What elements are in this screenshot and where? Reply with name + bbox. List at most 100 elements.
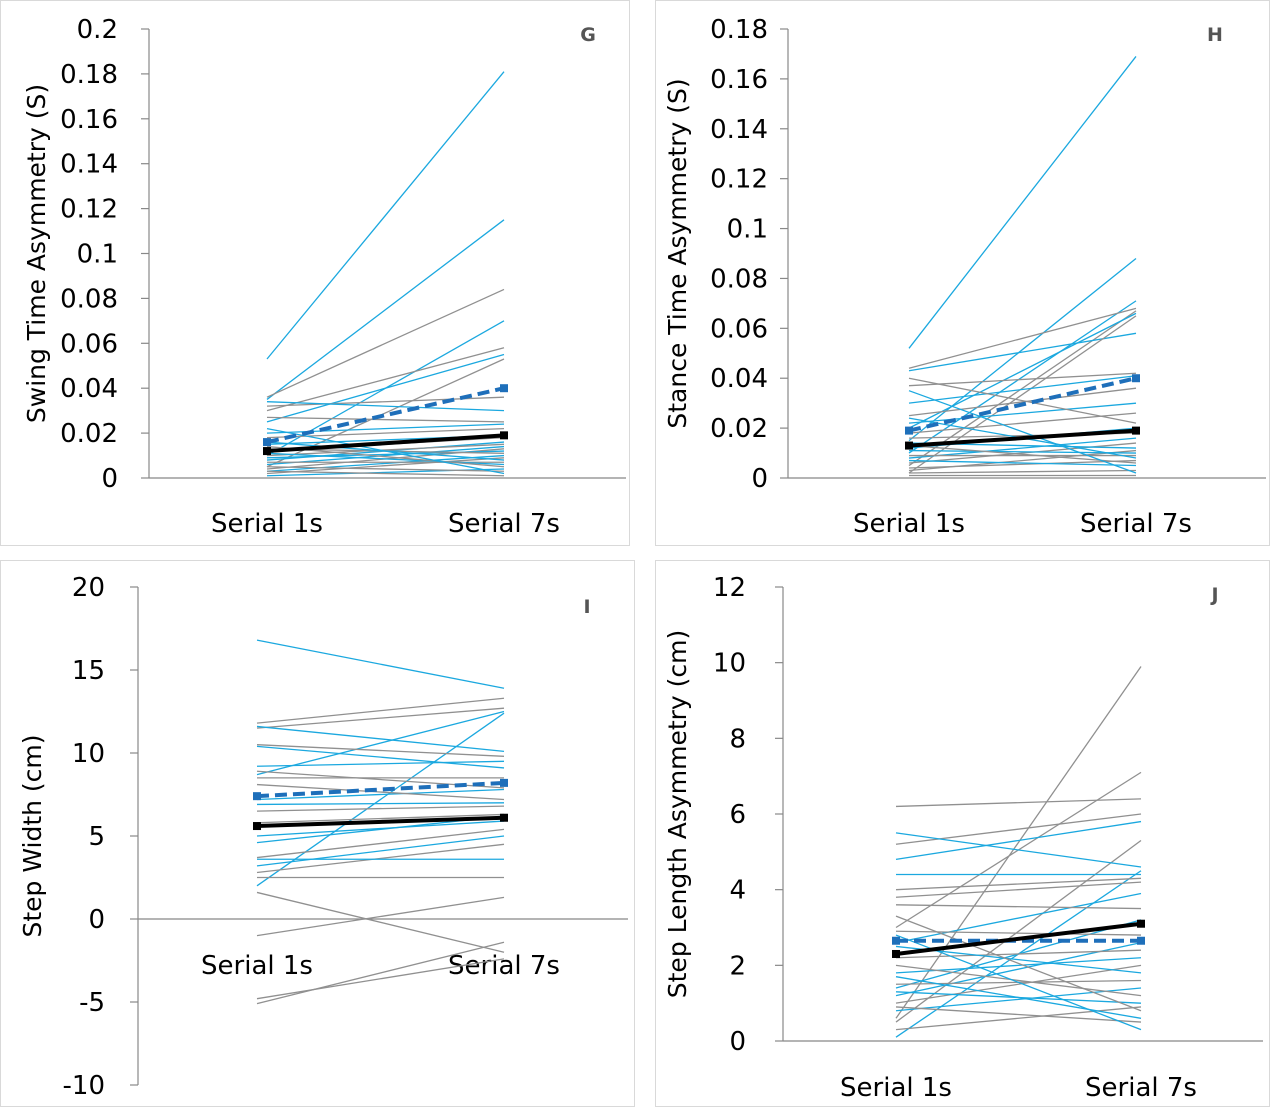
subject-series-line	[895, 1006, 1142, 1031]
subject-series-line	[256, 639, 505, 689]
y-tick-label: 10	[72, 739, 105, 769]
y-tick-label: 5	[88, 822, 105, 852]
mean-dashed-marker	[892, 936, 900, 945]
mean-dashed-marker	[253, 792, 261, 801]
subject-series-line	[908, 300, 1137, 454]
subject-series-line	[908, 56, 1137, 349]
y-tick-label: 0.08	[710, 264, 768, 294]
subject-series-line	[908, 390, 1137, 474]
y-tick-label: 0	[729, 1027, 746, 1057]
y-tick-label: 0.04	[60, 374, 118, 404]
mean-solid-marker	[253, 822, 261, 831]
subject-series-line	[256, 828, 505, 859]
subject-series-line	[895, 820, 1142, 861]
subject-series-line	[266, 347, 505, 412]
subject-series-line	[908, 307, 1137, 369]
subject-series-line	[908, 387, 1137, 417]
panel-letter: G	[580, 24, 596, 46]
y-tick-label: 0	[751, 464, 768, 494]
y-tick-label: 0.2	[77, 15, 118, 45]
subject-series-line	[266, 470, 505, 477]
chart-panel-g: 0 0.02 0.04 0.06 0.08 0.1 0.12 0.14 0.16 0.18 0.2 S…	[0, 0, 630, 546]
mean-dashed-marker	[1137, 936, 1145, 945]
y-tick-label: 20	[72, 573, 105, 603]
y-tick-label: 0.18	[60, 60, 118, 90]
chart-panel-h: 0 0.02 0.04 0.06 0.08 0.1 0.12 0.14 0.16 0.18 Seri…	[655, 0, 1270, 546]
subject-series-line	[256, 788, 505, 801]
subject-series-line	[908, 437, 1137, 459]
subject-series-line	[256, 745, 505, 769]
y-tick-label: 0.1	[77, 240, 118, 270]
subject-series-line	[908, 449, 1137, 454]
chart-panel-i: -10 -5 0 5 10 15 20 Serial 1s Serial 7s Step Widt…	[0, 560, 635, 1107]
y-tick-label: 0.08	[60, 284, 118, 314]
subject-series-line	[895, 798, 1142, 808]
mean-dashed-marker	[500, 778, 508, 787]
subject-series-line	[908, 459, 1137, 469]
subject-series-line	[895, 904, 1142, 910]
x-category-label: Serial 1s	[840, 1073, 952, 1103]
mean-dashed-marker	[500, 384, 508, 393]
y-tick-label: 0.14	[60, 150, 118, 180]
x-category-label: Serial 1s	[201, 951, 313, 981]
subject-series-line	[266, 445, 505, 466]
x-category-label: Serial 1s	[211, 509, 323, 539]
subject-series-line	[256, 843, 505, 874]
y-tick-label: 0.02	[60, 419, 118, 449]
mean-solid-marker	[905, 441, 913, 450]
panel-letter: H	[1207, 24, 1223, 46]
y-tick-label: 0.16	[710, 65, 768, 95]
subject-series-line	[256, 802, 505, 806]
y-tick-label: 0.02	[710, 414, 768, 444]
subject-series-line	[895, 915, 1142, 1012]
panel-letter: J	[1209, 584, 1218, 606]
subject-series-line	[908, 444, 1137, 464]
subject-series-line	[908, 375, 1137, 404]
subject-series-line	[256, 891, 505, 953]
subject-series-line	[256, 697, 505, 724]
panel-letter: I	[583, 596, 590, 618]
mean-solid-marker	[1137, 919, 1145, 928]
y-tick-label: 0.18	[710, 15, 768, 45]
mean-solid-series-line	[908, 428, 1137, 448]
subject-series-line	[256, 941, 505, 1005]
y-tick-label: 2	[729, 951, 746, 981]
mean-solid-marker	[263, 447, 271, 456]
subject-series-line	[895, 892, 1142, 944]
subject-series-line	[266, 288, 505, 398]
subject-series-line	[908, 377, 1137, 424]
subject-series-line	[895, 964, 1142, 1004]
y-tick-label: 0	[88, 905, 105, 935]
subject-series-line	[256, 896, 505, 937]
subject-series-line	[908, 469, 1137, 474]
y-tick-label: 0.04	[710, 364, 768, 394]
subject-series-line	[266, 353, 505, 423]
x-category-label: Serial 1s	[853, 509, 965, 539]
subject-series-line	[908, 442, 1137, 464]
subject-series-line	[908, 310, 1137, 467]
chart-panel-j: 0 2 4 6 8 10 12 Serial 1s Serial 7s Step Length A…	[655, 560, 1270, 1107]
subject-series-line	[256, 712, 505, 887]
subject-series-line	[895, 976, 1142, 1019]
y-tick-label: 12	[713, 573, 746, 603]
subject-series-line	[256, 770, 505, 789]
stance-time-chart: 0 0.02 0.04 0.06 0.08 0.1 0.12 0.14 0.16 0.18 Seri…	[663, 15, 1266, 539]
step-length-chart: 0 2 4 6 8 10 12 Serial 1s Serial 7s Step Length A…	[663, 573, 1263, 1103]
mean-dashed-series-line	[256, 780, 505, 799]
y-axis-title: Step Length Asymmetry (cm)	[663, 630, 692, 998]
y-tick-label: 0.14	[710, 115, 768, 145]
mean-solid-series-line	[256, 815, 505, 829]
y-tick-label: 0	[101, 464, 118, 494]
subject-series-line	[895, 1006, 1142, 1023]
mean-solid-marker	[500, 813, 508, 822]
subject-series-line	[908, 412, 1137, 434]
mean-dashed-marker	[1132, 374, 1140, 383]
subject-series-line	[266, 443, 505, 457]
mean-solid-marker	[892, 949, 900, 958]
mean-solid-series-line	[895, 921, 1142, 956]
x-category-label: Serial 7s	[1085, 1073, 1197, 1103]
subject-series-line	[256, 958, 505, 1000]
y-tick-label: 0.12	[60, 195, 118, 225]
y-tick-label: -5	[79, 988, 105, 1018]
subject-series-line	[266, 401, 505, 412]
